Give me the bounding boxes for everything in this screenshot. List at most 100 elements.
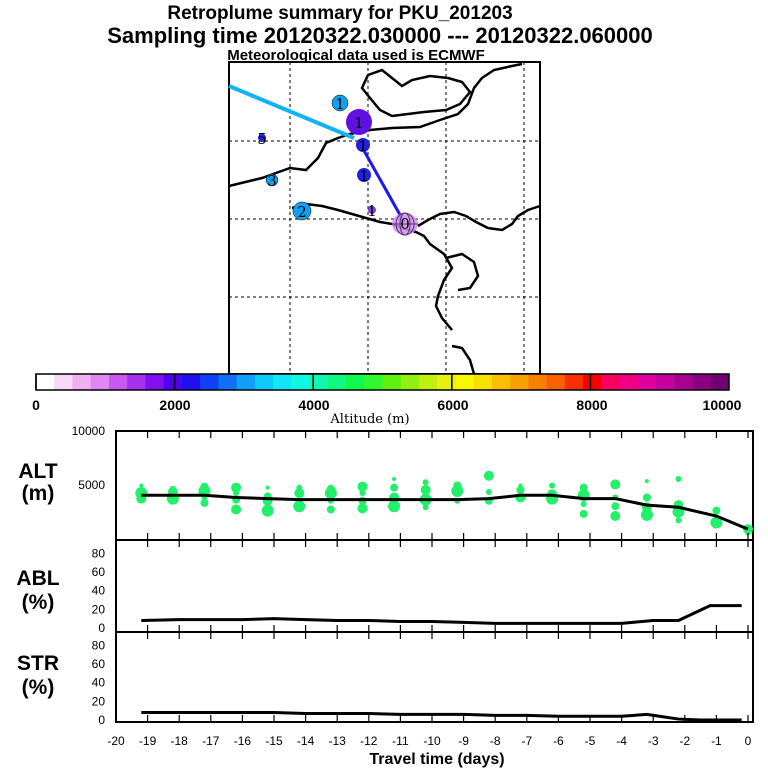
map-label: 1 (335, 95, 345, 113)
alt-mean-line (141, 493, 749, 531)
colorbar-tick: 8000 (576, 397, 607, 413)
x-tick-label: -2 (679, 734, 690, 748)
alt-point (644, 479, 649, 484)
alt-point (233, 490, 240, 497)
map-marker (346, 109, 372, 135)
colorbar-swatch (437, 374, 456, 390)
alt-point (712, 506, 721, 515)
colorbar-swatch (637, 374, 657, 390)
alt-point (359, 490, 366, 497)
map-label: 1 (354, 114, 364, 132)
alt-point (326, 505, 335, 514)
colorbar-tick: 4000 (298, 397, 329, 413)
x-tick-label: -19 (139, 734, 157, 748)
alt-ytick: 5000 (78, 478, 105, 492)
colorbar-tick-labels: 0 2000 4000 6000 8000 10000 (32, 397, 742, 413)
colorbar-swatch (236, 374, 256, 390)
colorbar-swatch (36, 374, 55, 390)
abl-line (141, 604, 742, 625)
colorbar-tick: 6000 (437, 397, 468, 413)
colorbar-swatch (200, 374, 219, 390)
map-marker (368, 206, 376, 214)
x-tick-label: -16 (234, 734, 252, 748)
alt-point (231, 482, 242, 493)
map-marker (331, 94, 349, 112)
str-ytick: 40 (92, 676, 106, 690)
colorbar-tick: 0 (32, 397, 40, 413)
str-panel-label-line1: STR (17, 652, 59, 675)
colorbar-swatch (400, 374, 420, 390)
alt-point (710, 516, 723, 529)
abl-panel-label-line2: (%) (22, 591, 55, 614)
abl-ytick: 20 (92, 602, 106, 616)
colorbar-swatch (108, 374, 128, 390)
colorbar-swatch (583, 374, 602, 390)
x-tick-label: -11 (392, 734, 409, 748)
colorbar-swatch (145, 374, 165, 390)
alt-point (422, 479, 429, 486)
alt-point (549, 482, 556, 489)
alt-point (357, 503, 368, 514)
abl-panel-label-line1: ABL (16, 567, 59, 590)
colorbar-swatch (181, 374, 201, 390)
map-label: 3 (267, 172, 277, 190)
x-tick-label: -10 (423, 734, 441, 748)
colorbar-swatch (546, 374, 566, 390)
alt-point (640, 508, 653, 521)
title-line-2: Sampling time 20120322.030000 --- 201203… (107, 23, 653, 48)
colorbar-swatch (455, 374, 475, 390)
map-label: 1 (358, 137, 368, 155)
x-tick-label: -8 (490, 734, 501, 748)
alt-point (485, 489, 492, 496)
abl-ytick: 80 (92, 546, 106, 560)
colorbar-swatch (473, 374, 493, 390)
map-label: 2 (297, 203, 307, 221)
abl-ytick: 0 (98, 621, 105, 635)
alt-point (610, 511, 621, 522)
x-tick-label: -6 (553, 734, 564, 748)
alt-point (294, 488, 305, 499)
colorbar-swatch (72, 374, 92, 390)
colorbar-swatch (163, 374, 183, 390)
map-marker (356, 138, 370, 152)
alt-point (392, 476, 397, 481)
alt-point (451, 484, 464, 497)
x-tick-label: -20 (107, 734, 125, 748)
map-marker (357, 168, 371, 182)
str-plot (141, 711, 742, 722)
colorbar-swatch (674, 374, 694, 390)
str-ytick: 0 (98, 713, 105, 727)
alt-point (483, 470, 494, 481)
alt-point (324, 487, 337, 500)
colorbar-swatch (291, 374, 311, 390)
colorbar-swatch (127, 374, 146, 390)
colorbar (35, 373, 730, 391)
colorbar-tick: 2000 (159, 397, 190, 413)
colorbar-swatch (364, 374, 383, 390)
map-label: 1 (359, 167, 369, 185)
colorbar-swatch (601, 374, 621, 390)
str-ytick: 60 (92, 657, 106, 671)
alt-point (293, 500, 306, 513)
colorbar-tick: 10000 (703, 397, 742, 413)
abl-ytick: 60 (92, 565, 106, 579)
map-label: 5 (257, 130, 267, 148)
str-panel-label-line2: (%) (22, 676, 55, 699)
str-ytick: 80 (92, 638, 106, 652)
alt-point (611, 502, 620, 511)
colorbar-swatch (619, 374, 639, 390)
abl-plot (141, 604, 742, 625)
map-marker (292, 201, 312, 221)
colorbar-label: Altitude (m) (329, 412, 409, 427)
abl-yticks: 80 60 40 20 0 (92, 546, 106, 635)
alt-point (139, 483, 144, 488)
alt-point (231, 504, 242, 515)
alt-point (200, 498, 209, 507)
x-tick-label: -4 (616, 734, 627, 748)
colorbar-swatch (418, 374, 438, 390)
x-axis-label: Travel time (days) (369, 751, 504, 768)
alt-point (580, 501, 587, 508)
alt-ytick: 10000 (72, 424, 106, 438)
trajectory-line-cyan (228, 84, 355, 140)
alt-point (675, 517, 682, 524)
